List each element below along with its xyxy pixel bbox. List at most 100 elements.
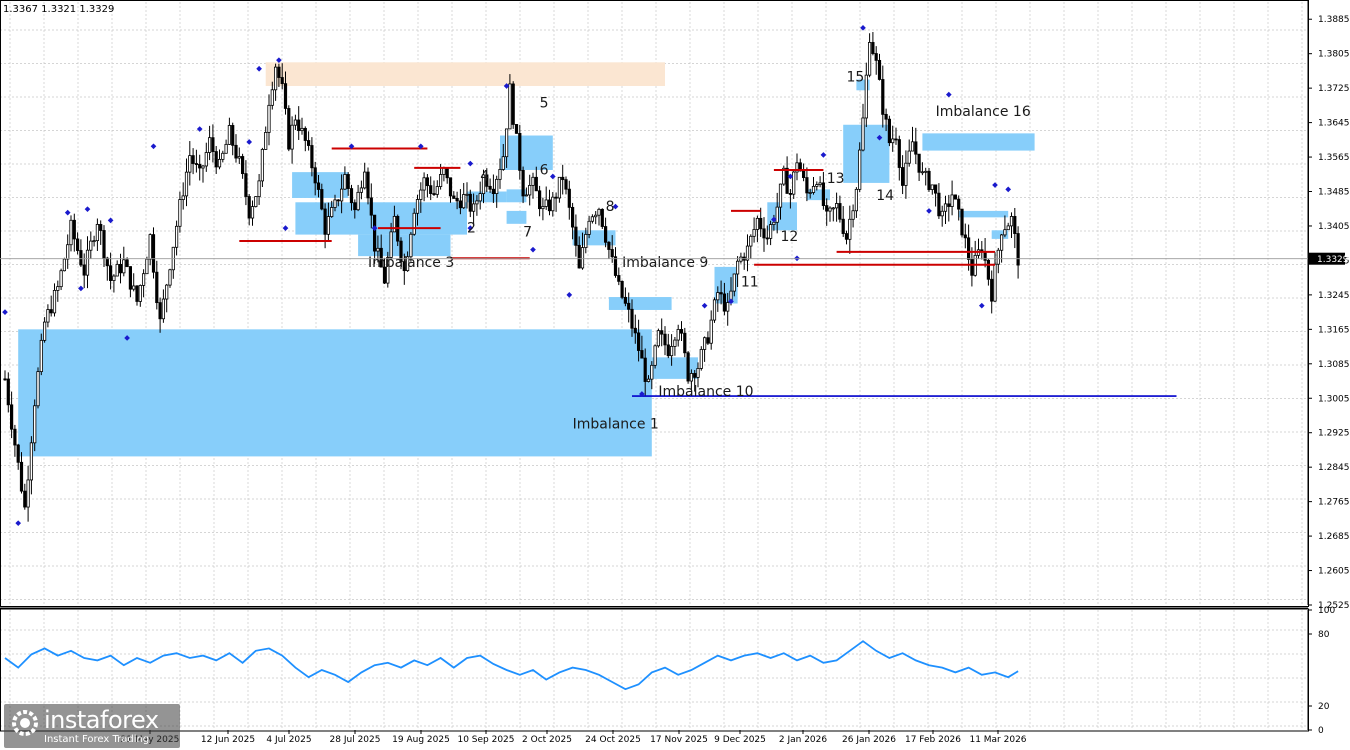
candle-body <box>138 284 142 302</box>
candle-body <box>762 228 766 239</box>
candle-body <box>36 371 40 407</box>
imbalance-zone <box>767 202 797 231</box>
price-tick-label: 1.3885 <box>1318 15 1350 25</box>
price-tick-label: 1.2685 <box>1318 532 1350 542</box>
candle-body <box>260 149 265 182</box>
price-tick-label: 1.3245 <box>1318 291 1350 301</box>
candle-body <box>544 199 548 207</box>
fractal-low-dot <box>926 208 932 214</box>
candle-body <box>600 208 604 227</box>
candle-body <box>92 240 96 243</box>
price-tick-label: 1.3645 <box>1318 119 1350 129</box>
logo-name: instaforex <box>44 706 159 734</box>
time-tick-label: 4 Jul 2025 <box>266 735 311 745</box>
candle-body <box>409 233 413 258</box>
time-tick-label: 26 Jan 2026 <box>842 735 896 745</box>
oscillator-panel: 100 80 20 0 <box>4 606 1335 736</box>
candle-body <box>79 250 83 266</box>
candle-body <box>627 302 631 310</box>
fractal-high-dot <box>503 83 510 89</box>
candle-body <box>574 226 578 246</box>
candle-body <box>538 190 542 210</box>
candle-body <box>151 234 156 273</box>
imbalance-zone <box>958 210 1009 218</box>
oscillator-line <box>4 640 1019 691</box>
fractal-high-dot <box>64 209 71 216</box>
fractal-high-dot <box>787 173 794 180</box>
candle-body <box>336 199 340 202</box>
imbalance-zone <box>651 357 698 379</box>
candle-body <box>174 225 179 248</box>
candle-body <box>580 247 585 269</box>
imbalance-zone <box>608 297 672 310</box>
candle-body <box>214 151 218 168</box>
zone-label: 14 <box>876 188 894 204</box>
time-tick-label: 10 Sep 2025 <box>457 735 514 745</box>
candle-body <box>201 165 205 169</box>
candle-body <box>821 182 826 206</box>
candle-body <box>920 171 925 174</box>
candle-body <box>957 198 961 210</box>
candle-body <box>950 194 954 207</box>
candle-body <box>432 193 436 195</box>
candle-body <box>693 373 697 378</box>
candle-body <box>349 188 354 204</box>
candle-body <box>620 280 624 298</box>
candles <box>3 32 1020 522</box>
candle-body <box>557 176 562 199</box>
candle-body <box>359 187 364 193</box>
imbalance-zone <box>922 133 1035 151</box>
imbalance-zone <box>18 329 652 457</box>
candle-body <box>785 167 789 194</box>
candle-body <box>52 290 57 314</box>
candle-body <box>769 224 773 239</box>
candle-body <box>650 364 654 380</box>
candle-body <box>607 241 611 250</box>
fractal-high-dot <box>992 182 998 188</box>
current-price-box <box>1309 252 1345 265</box>
candle-body <box>442 167 446 175</box>
candle-body <box>924 170 928 173</box>
candle-body <box>310 145 314 169</box>
candle-body <box>792 171 796 195</box>
price-tick-label: 1.2925 <box>1318 429 1350 439</box>
candle-body <box>874 53 878 61</box>
zone-label: Imbalance 3 <box>368 255 454 271</box>
candle-body <box>247 196 251 219</box>
candle-body <box>280 77 284 85</box>
candle-body <box>1013 216 1017 234</box>
fractal-low-dot <box>530 246 536 253</box>
candle-body <box>554 196 558 199</box>
candle-body <box>452 195 456 199</box>
candle-body <box>376 247 380 252</box>
candle-body <box>656 330 661 347</box>
time-tick-label: 2 Jan 2026 <box>779 735 827 745</box>
candle-body <box>732 273 736 292</box>
candle-body <box>283 83 288 109</box>
candle-body <box>429 185 433 194</box>
candle-body <box>290 124 294 150</box>
candle-body <box>640 350 644 359</box>
candle-body <box>445 167 449 179</box>
candle-body <box>1000 234 1004 251</box>
candle-body <box>105 257 109 267</box>
imbalance-zones <box>18 79 1035 457</box>
candle-body <box>297 119 301 132</box>
candle-body <box>1006 225 1010 231</box>
price-tick-label: 1.2605 <box>1318 567 1350 577</box>
candle-body <box>953 194 958 200</box>
candle-body <box>861 117 865 151</box>
candle-body <box>871 42 875 54</box>
candle-body <box>369 197 373 216</box>
candle-body <box>676 329 680 341</box>
candle-body <box>891 138 895 144</box>
candle-body <box>528 184 532 196</box>
candle-body <box>13 428 17 446</box>
candle-body <box>412 212 416 235</box>
candle-body <box>462 194 466 209</box>
fractal-high-dot <box>150 143 157 150</box>
candle-body <box>109 265 113 281</box>
candle-body <box>56 286 60 291</box>
candle-body <box>300 127 304 132</box>
